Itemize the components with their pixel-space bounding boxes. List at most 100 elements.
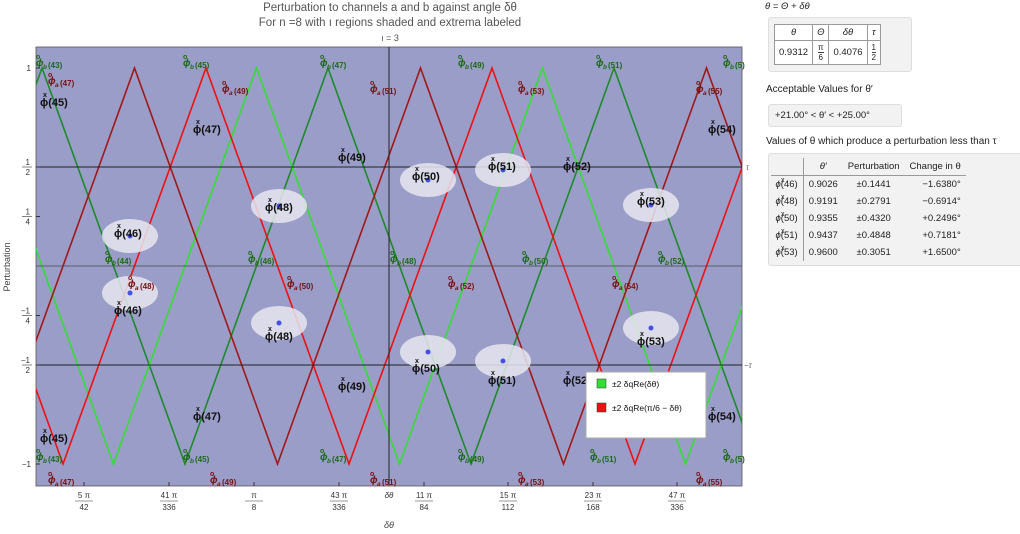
phi-a-label-sup: o: [370, 80, 374, 87]
value-dtheta: 0.4076: [828, 40, 868, 65]
y-tick-label: 1: [27, 64, 32, 73]
phi-a-label: ϕ: [518, 84, 526, 95]
phi-a-label-sub: a: [703, 481, 707, 488]
phi-b-label: ϕ: [723, 452, 731, 463]
phi-a-label: ϕ: [612, 279, 620, 290]
x-tick-den: 8: [252, 503, 257, 512]
neg-tau-label: −τ: [744, 361, 753, 370]
x-tick-num: δθ: [385, 491, 394, 500]
phi-b-label-sup: o: [522, 250, 526, 257]
phi-b-label-idx: (47): [332, 61, 347, 70]
phi-b-label: ϕ: [248, 254, 256, 265]
x-tick-num: 43 π: [331, 491, 348, 500]
row-perturbation: ±0.1441: [856, 179, 891, 190]
phi-a-label-sup: o: [222, 80, 226, 87]
phi-b-label-sub: b: [255, 260, 259, 267]
x-phi-lower-label: ϕ(45): [40, 433, 68, 445]
phi-a-label-sub: a: [55, 82, 59, 89]
phi-b-label: ϕ: [458, 58, 466, 69]
x-tick-num: 23 π: [585, 491, 602, 500]
header-Theta: Θ: [812, 24, 830, 41]
phi-a-label-idx: (50): [299, 282, 314, 291]
phi-a-label-sub: a: [619, 285, 623, 292]
x-phi-lower-label: ϕ(49): [338, 381, 366, 393]
values-box: θ′ Perturbation Change in θ xϕ(46) 0.9026…: [768, 153, 1020, 266]
phi-a-label: ϕ: [48, 76, 56, 87]
x-phi-upper-label: ϕ(50): [412, 171, 440, 183]
phi-a-label: ϕ: [448, 279, 456, 290]
row-theta: 0.9026: [808, 179, 838, 190]
phi-a-label-idx: (49): [234, 87, 249, 96]
phi-a-label-sup: o: [696, 471, 700, 478]
y-tick-den: 4: [26, 218, 31, 227]
table-row: xϕ(53) 0.9600 ±0.3051 +1.6500°: [771, 244, 966, 261]
y-tick-label: −1: [22, 460, 32, 469]
phi-b-label-idx: (44): [117, 257, 132, 266]
phi-b-label-idx: (43): [48, 455, 63, 464]
acceptable-title: Acceptable Values for θ′: [766, 84, 873, 95]
phi-b-label: ϕ: [458, 452, 466, 463]
x-tick-den: 336: [332, 503, 346, 512]
x-phi-lower-label: ϕ(48): [265, 331, 293, 343]
col-perturbation: Perturbation: [842, 158, 905, 176]
table-row: xϕ(50) 0.9355 ±0.4320 +0.2496°: [771, 210, 966, 227]
x-phi-lower-label-sup: x: [640, 331, 644, 338]
phi-a-label-sub: a: [217, 481, 221, 488]
phi-b-label-sup: o: [723, 448, 727, 455]
phi-a-label-sup: o: [210, 471, 214, 478]
phi-a-label-sup: o: [48, 72, 52, 79]
x-tick-den: 168: [586, 503, 600, 512]
x-phi-lower-label-sup: x: [117, 300, 121, 307]
phi-a-label-sup: o: [518, 471, 522, 478]
y-tick-num: 1: [26, 158, 31, 167]
x-tick-den: 336: [670, 503, 684, 512]
values-table: θ′ Perturbation Change in θ xϕ(46) 0.9026…: [771, 158, 966, 261]
x-phi-upper-label-sup: x: [711, 119, 715, 126]
phi-a-label-sup: o: [696, 80, 700, 87]
x-tick-num: 11 π: [416, 491, 433, 500]
phi-a-label-sub: a: [525, 481, 529, 488]
y-tick-den: 2: [26, 168, 31, 177]
phi-b-label: ϕ: [183, 452, 191, 463]
x-phi-lower-label-sup: x: [43, 428, 47, 435]
phi-b-label-idx: (5): [735, 455, 745, 464]
x-phi-lower-label-sup: x: [196, 406, 200, 413]
series-bright-red: [36, 65, 742, 467]
x-tick-num: π: [251, 491, 257, 500]
x-phi-upper-label: ϕ(49): [338, 152, 366, 164]
phi-b-label-sup: o: [723, 54, 727, 61]
phi-b-label-idx: (52): [670, 257, 685, 266]
phi-b-label-sub: b: [465, 64, 469, 71]
phi-b-label-sup: o: [183, 448, 187, 455]
x-phi-lower-label: ϕ(50): [412, 363, 440, 375]
phi-b-label-sup: o: [320, 448, 324, 455]
table-row: xϕ(46) 0.9026 ±0.1441 −1.6380°: [771, 175, 966, 193]
phi-b-label-sub: b: [465, 458, 469, 465]
row-id: xϕ(51): [771, 227, 804, 244]
x-phi-lower-label-sup: x: [711, 406, 715, 413]
x-phi-upper-label: ϕ(46): [114, 228, 142, 240]
x-phi-upper-label-sup: x: [415, 166, 419, 173]
phi-a-label-idx: (51): [382, 87, 397, 96]
phi-a-label: ϕ: [222, 84, 230, 95]
x-phi-lower-label: ϕ(54): [708, 411, 736, 423]
phi-a-label-sub: a: [294, 285, 298, 292]
x-tick-den: 42: [80, 503, 89, 512]
phi-b-label: ϕ: [723, 58, 731, 69]
phi-b-label-sup: o: [105, 250, 109, 257]
x-phi-upper-label: ϕ(45): [40, 97, 68, 109]
phi-a-label-idx: (48): [140, 282, 155, 291]
phi-a-label: ϕ: [128, 279, 136, 290]
x-tick-den: 336: [162, 503, 176, 512]
phi-a-label-sup: o: [518, 80, 522, 87]
phi-b-label: ϕ: [522, 254, 530, 265]
phi-b-label-sub: b: [730, 458, 734, 465]
phi-b-label-sup: o: [183, 54, 187, 61]
extremum-marker: [276, 320, 282, 326]
phi-b-label-idx: (50): [534, 257, 549, 266]
phi-a-label-idx: (55): [708, 87, 723, 96]
values-title: Values of θ which produce a perturbation…: [766, 136, 997, 147]
x-tick-den: 112: [502, 503, 515, 512]
phi-a-label: ϕ: [210, 475, 218, 486]
phi-b-label-sub: b: [665, 260, 669, 267]
